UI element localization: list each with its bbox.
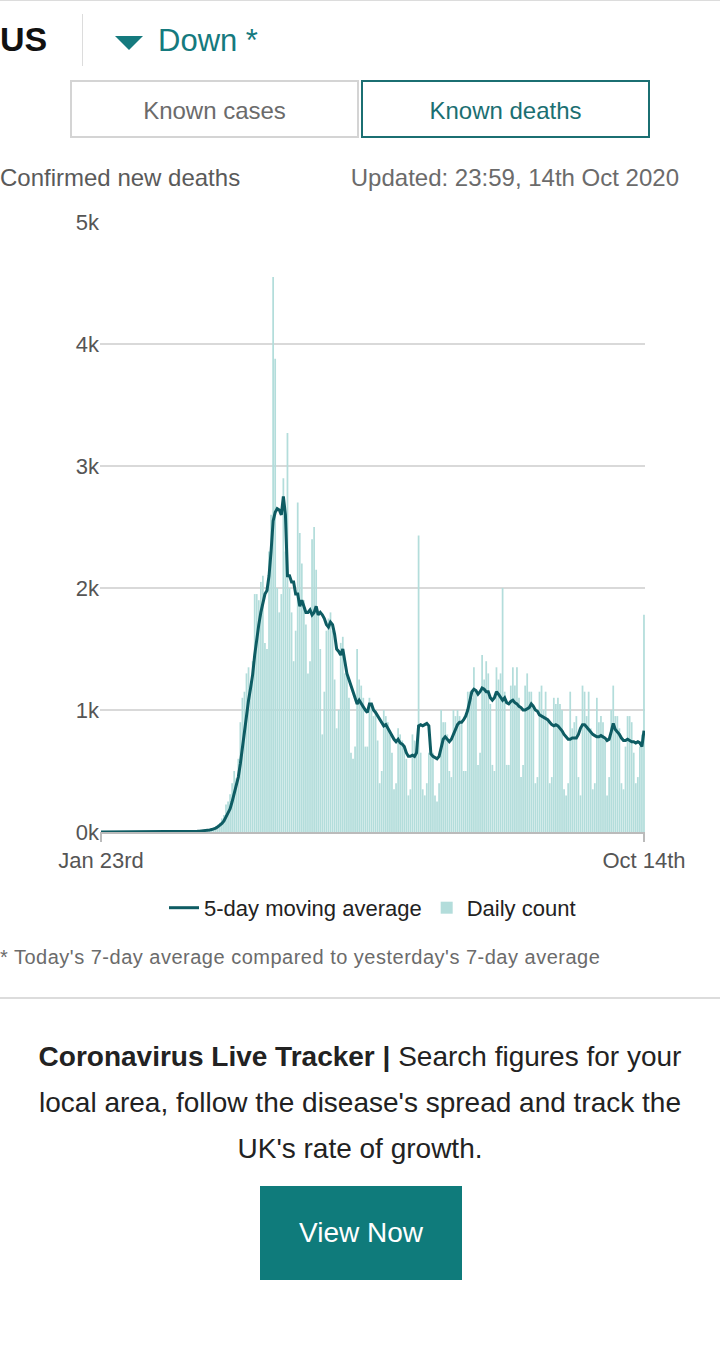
html-text:Coronavirus Live Tracker | Sea: Coronavirus Live Tracker | Search figure… [38, 1041, 682, 1164]
svg-text:3k: 3k [76, 454, 100, 479]
svg-text:4k: 4k [76, 332, 100, 357]
html-text:US: US [0, 20, 48, 58]
html-text:* Today's 7-day average compar: * Today's 7-day average compared to yest… [0, 946, 601, 968]
html-text:Known cases: Known cases [143, 97, 286, 124]
svg-text:2k: 2k [76, 576, 100, 601]
html-text:Known deaths: Known deaths [429, 97, 582, 124]
svg-text:5k: 5k [76, 210, 100, 235]
svg-text:0k: 0k [76, 820, 100, 845]
svg-text:Jan 23rd: Jan 23rd [58, 848, 144, 873]
svg-text:1k: 1k [76, 698, 100, 723]
html-text:Updated: 23:59, 14th Oct 2020: Updated: 23:59, 14th Oct 2020 [350, 164, 679, 191]
svg-text:5-day moving average: 5-day moving average [204, 896, 422, 921]
svg-text:Oct 14th: Oct 14th [602, 848, 685, 873]
html-text:View Now: View Now [299, 1217, 423, 1248]
html-text:Confirmed new deaths: Confirmed new deaths [0, 164, 241, 191]
html-text:Down *: Down * [158, 23, 258, 58]
svg-text:Daily count: Daily count [467, 896, 576, 921]
